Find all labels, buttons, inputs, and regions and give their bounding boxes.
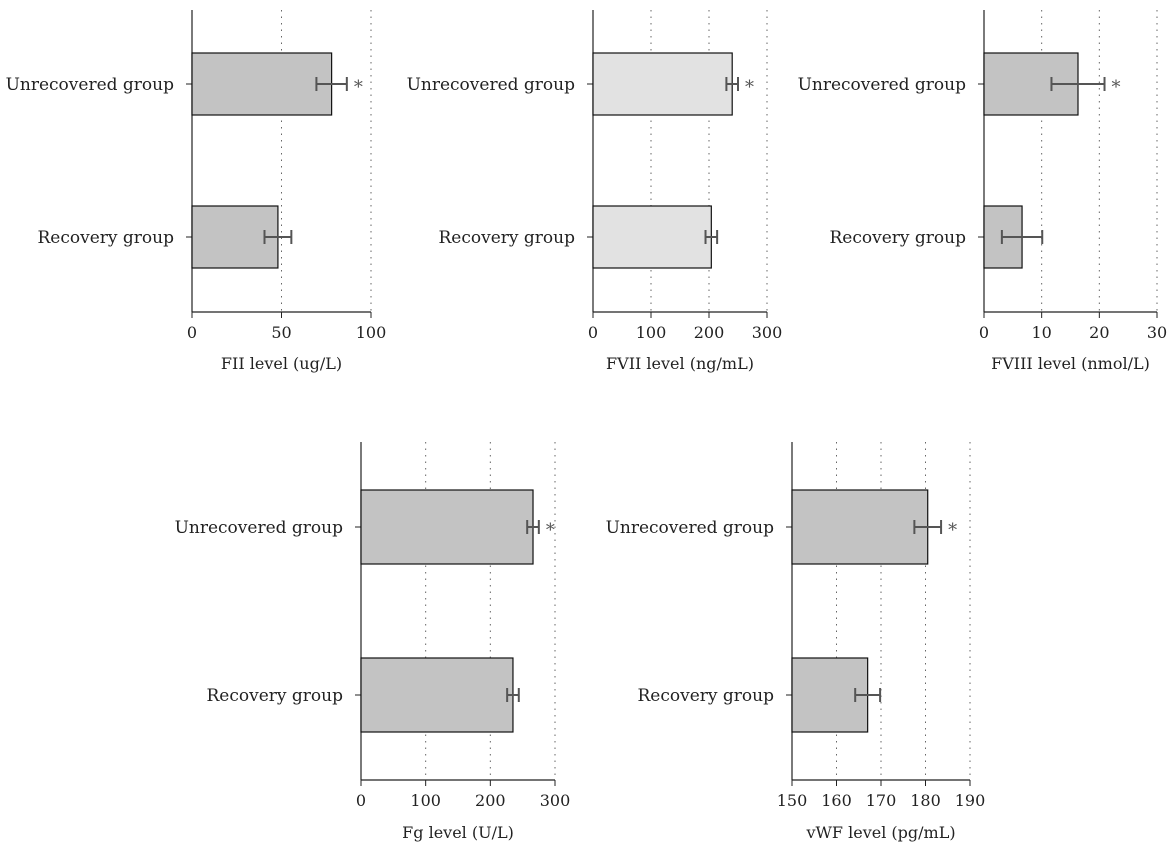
- x-tick-label: 0: [588, 323, 598, 342]
- category-label: Unrecovered group: [606, 518, 775, 538]
- bar: [592, 205, 712, 269]
- chart-panel: 0 100 200 300 Fg level (U/L) Unrecovered grou…: [175, 442, 571, 842]
- x-tick-label: 180: [910, 791, 941, 810]
- x-tick-label: 30: [1147, 323, 1167, 342]
- bar: [592, 52, 733, 116]
- significance-marker: *: [354, 77, 363, 98]
- bar: [360, 657, 514, 733]
- x-tick-label: 300: [540, 791, 571, 810]
- x-axis-label: FVII level (ng/mL): [606, 354, 754, 373]
- x-tick-label: 50: [271, 323, 291, 342]
- category-label: Unrecovered group: [407, 75, 576, 95]
- x-tick-label: 170: [866, 791, 897, 810]
- x-tick-label: 20: [1089, 323, 1109, 342]
- chart-panel: 0 50 100 FII level (ug/L) Unrecovered group *…: [6, 10, 387, 373]
- x-tick-label: 100: [410, 791, 441, 810]
- chart-panel: 0 10 20 30 FVIII level (nmol/L) Unrecovered g…: [798, 10, 1167, 373]
- category-label: Unrecovered group: [175, 518, 344, 538]
- x-tick-label: 0: [356, 791, 366, 810]
- x-tick-label: 300: [752, 323, 783, 342]
- x-tick-label: 10: [1031, 323, 1051, 342]
- x-tick-label: 0: [979, 323, 989, 342]
- category-label: Recovery group: [38, 228, 175, 248]
- category-label: Recovery group: [439, 228, 576, 248]
- x-tick-label: 200: [694, 323, 725, 342]
- significance-marker: *: [948, 520, 957, 541]
- x-axis-label: FVIII level (nmol/L): [991, 354, 1150, 373]
- category-label: Recovery group: [207, 686, 344, 706]
- x-tick-label: 100: [636, 323, 667, 342]
- x-tick-label: 200: [475, 791, 506, 810]
- x-axis-label: Fg level (U/L): [402, 823, 514, 842]
- bar: [791, 489, 929, 565]
- category-label: Recovery group: [638, 686, 775, 706]
- x-axis-label: vWF level (pg/mL): [805, 823, 955, 842]
- bar: [191, 52, 333, 116]
- category-label: Unrecovered group: [798, 75, 967, 95]
- x-tick-label: 100: [356, 323, 387, 342]
- x-tick-label: 160: [821, 791, 852, 810]
- x-axis-label: FII level (ug/L): [221, 354, 342, 373]
- x-tick-label: 150: [777, 791, 808, 810]
- x-tick-label: 190: [955, 791, 986, 810]
- bar: [360, 489, 534, 565]
- significance-marker: *: [546, 520, 555, 541]
- significance-marker: *: [745, 77, 754, 98]
- x-tick-label: 0: [187, 323, 197, 342]
- category-label: Recovery group: [830, 228, 967, 248]
- significance-marker: *: [1112, 77, 1121, 98]
- chart-panel: 0 100 200 300 FVII level (ng/mL) Unrecovered …: [407, 10, 783, 373]
- category-label: Unrecovered group: [6, 75, 175, 95]
